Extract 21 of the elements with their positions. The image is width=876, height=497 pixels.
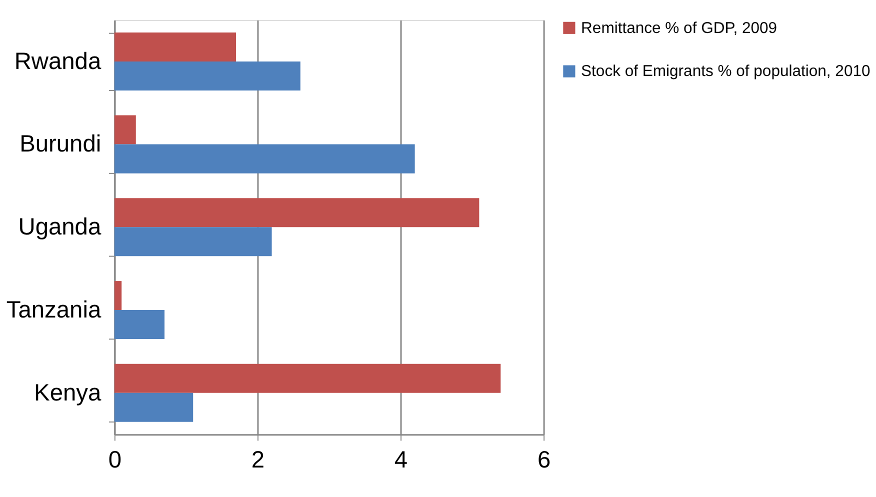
bar: [114, 227, 272, 256]
bar: [114, 392, 194, 422]
bar: [114, 281, 122, 310]
x-tick-label: 4: [394, 447, 408, 474]
legend-label: Remittance % of GDP, 2009: [581, 20, 778, 37]
legend-label: Stock of Emigrants % of population, 2010: [581, 63, 870, 80]
bar: [114, 198, 480, 228]
bar: [114, 144, 415, 174]
y-tick-label: Uganda: [18, 214, 102, 241]
bar: [114, 310, 164, 340]
bar: [114, 32, 236, 62]
bar: [114, 364, 501, 393]
x-tick-label: 0: [108, 447, 122, 474]
x-tick-label: 2: [251, 447, 265, 474]
y-tick-label: Kenya: [34, 380, 102, 406]
x-tick-label: 6: [537, 447, 551, 474]
y-tick-label: Tanzania: [6, 297, 102, 324]
bar: [114, 61, 300, 90]
y-tick-label: Rwanda: [14, 48, 102, 75]
bar: [114, 115, 136, 144]
y-tick-label: Burundi: [20, 132, 102, 158]
